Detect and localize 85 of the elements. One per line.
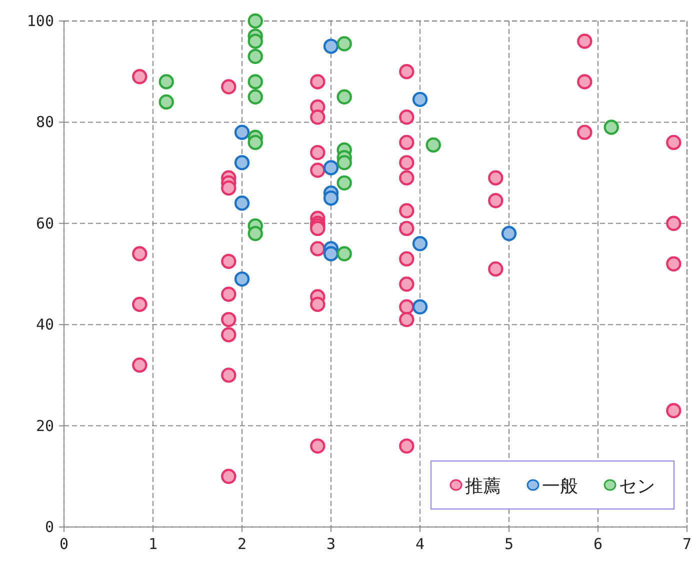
point bbox=[666, 134, 682, 150]
point bbox=[336, 36, 352, 52]
point bbox=[310, 74, 326, 90]
point bbox=[426, 137, 441, 153]
point bbox=[248, 13, 263, 29]
point bbox=[221, 312, 236, 328]
point bbox=[248, 134, 263, 150]
point bbox=[399, 220, 414, 236]
point bbox=[323, 160, 339, 176]
point bbox=[132, 246, 148, 262]
point bbox=[399, 110, 414, 125]
point bbox=[323, 190, 339, 206]
point bbox=[221, 327, 236, 342]
y-tick-label: 20 bbox=[36, 416, 54, 435]
point bbox=[221, 180, 236, 196]
point bbox=[132, 357, 148, 373]
point bbox=[666, 403, 682, 418]
y-tick-label: 0 bbox=[44, 518, 54, 536]
point bbox=[412, 299, 428, 314]
point bbox=[234, 196, 250, 211]
point bbox=[501, 226, 517, 242]
point bbox=[234, 124, 250, 140]
point bbox=[604, 120, 619, 135]
point bbox=[399, 203, 414, 218]
point bbox=[221, 79, 236, 94]
point bbox=[577, 124, 592, 140]
point bbox=[248, 226, 263, 242]
point bbox=[666, 216, 682, 231]
x-tick-label: 6 bbox=[593, 535, 603, 553]
point bbox=[399, 64, 414, 80]
point bbox=[399, 276, 414, 292]
point bbox=[310, 241, 326, 256]
point bbox=[158, 74, 174, 90]
y-tick-label: 80 bbox=[36, 113, 54, 132]
point bbox=[310, 110, 326, 125]
point bbox=[336, 246, 352, 262]
point bbox=[132, 296, 148, 312]
y-tick-label: 40 bbox=[36, 316, 54, 334]
point bbox=[221, 468, 236, 484]
legend-label: 推薦 bbox=[465, 476, 501, 497]
point bbox=[132, 69, 148, 84]
point bbox=[666, 256, 682, 272]
point bbox=[234, 271, 250, 287]
point bbox=[158, 94, 174, 110]
point bbox=[399, 155, 414, 170]
x-tick-label: 0 bbox=[59, 535, 69, 553]
point bbox=[310, 438, 326, 454]
point bbox=[336, 89, 352, 104]
point bbox=[577, 34, 592, 49]
point bbox=[323, 38, 339, 54]
point bbox=[221, 286, 236, 302]
point bbox=[336, 175, 352, 191]
point bbox=[399, 170, 414, 186]
point bbox=[488, 170, 504, 186]
point bbox=[577, 74, 592, 90]
x-tick-label: 7 bbox=[682, 535, 692, 553]
x-tick-label: 2 bbox=[237, 535, 247, 553]
point bbox=[323, 246, 339, 262]
point bbox=[310, 296, 326, 312]
point bbox=[399, 251, 414, 266]
point bbox=[310, 162, 326, 178]
point bbox=[412, 236, 428, 252]
y-tick-label: 60 bbox=[36, 214, 54, 232]
legend-label: 一般 bbox=[542, 476, 578, 497]
point bbox=[234, 155, 250, 170]
point bbox=[488, 261, 504, 277]
point bbox=[336, 155, 352, 170]
point bbox=[248, 89, 263, 104]
x-tick-label: 1 bbox=[148, 535, 158, 553]
point bbox=[399, 134, 414, 150]
x-tick-label: 4 bbox=[415, 535, 425, 553]
x-tick-label: 5 bbox=[504, 535, 514, 553]
point bbox=[488, 193, 504, 208]
point bbox=[248, 74, 263, 90]
x-tick-label: 3 bbox=[326, 535, 336, 553]
point bbox=[221, 254, 236, 269]
point bbox=[399, 438, 414, 454]
point bbox=[310, 144, 326, 160]
legend-label: セン bbox=[619, 476, 655, 497]
point bbox=[248, 48, 263, 64]
point bbox=[248, 34, 263, 49]
y-tick-label: 100 bbox=[26, 12, 54, 30]
point bbox=[412, 92, 428, 108]
point bbox=[399, 312, 414, 328]
point bbox=[221, 368, 236, 383]
